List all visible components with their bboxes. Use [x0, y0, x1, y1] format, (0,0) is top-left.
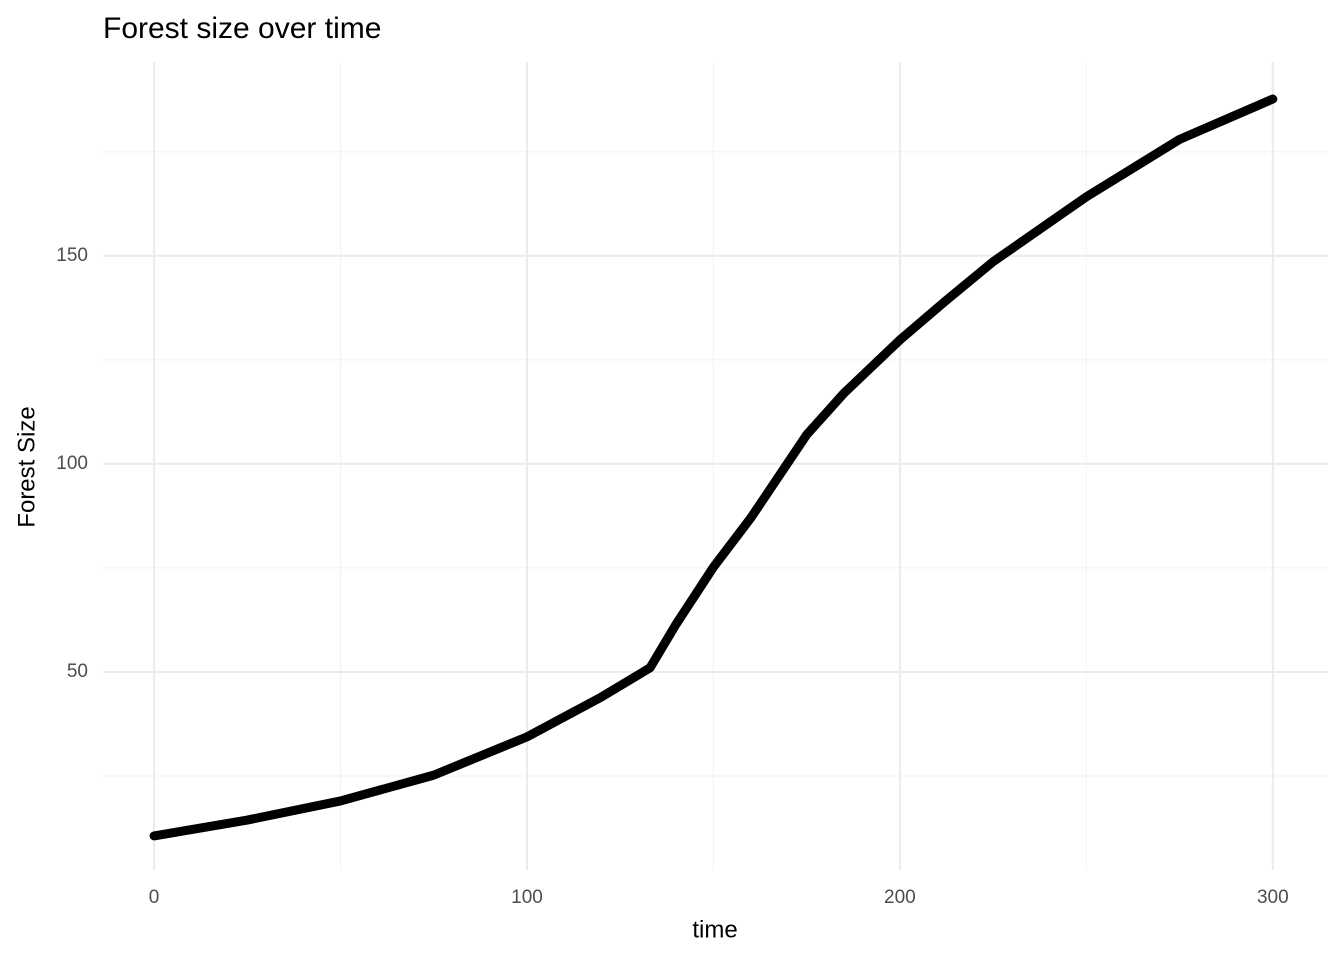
x-tick-label: 0	[149, 887, 160, 908]
y-tick-label: 150	[56, 245, 88, 266]
x-tick-label: 100	[511, 887, 543, 908]
chart-title: Forest size over time	[103, 12, 381, 45]
data-line	[149, 94, 1278, 841]
x-axis-label: time	[692, 916, 737, 943]
x-tick-label: 300	[1257, 887, 1289, 908]
y-axis-label: Forest Size	[13, 406, 40, 527]
x-tick-label: 200	[884, 887, 916, 908]
y-tick-label: 50	[67, 661, 88, 682]
y-tick-label: 100	[56, 453, 88, 474]
